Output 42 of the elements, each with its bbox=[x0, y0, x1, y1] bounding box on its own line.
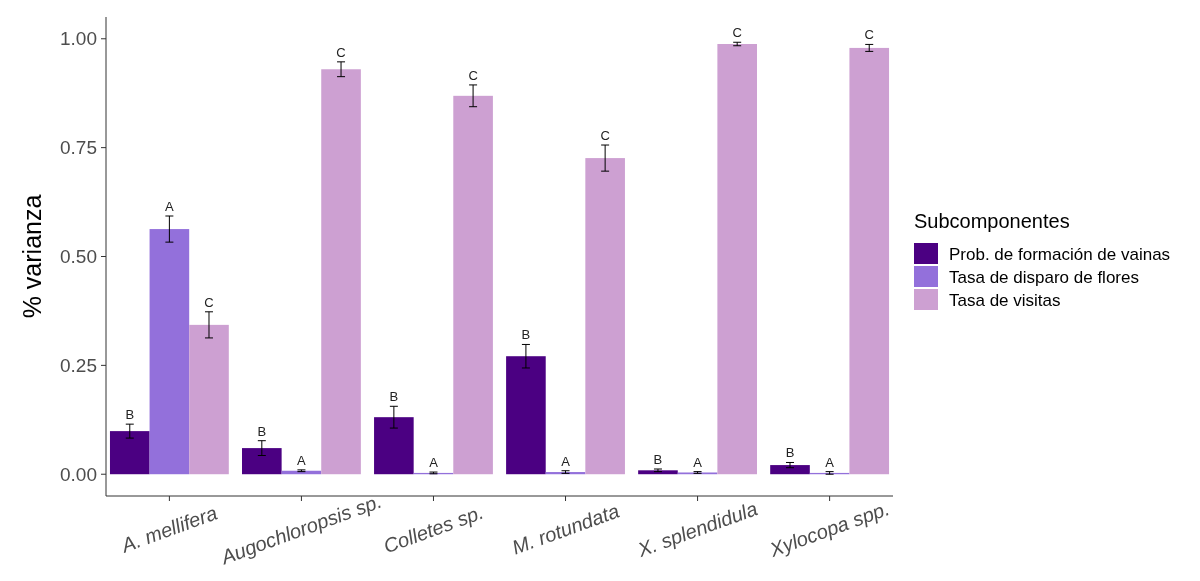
legend-label: Tasa de disparo de flores bbox=[949, 267, 1139, 287]
data-label: A bbox=[429, 455, 439, 471]
bar bbox=[149, 229, 190, 475]
data-label: B bbox=[521, 327, 531, 343]
bar bbox=[189, 324, 229, 475]
data-label: A bbox=[825, 454, 835, 470]
y-axis-title: % varianza bbox=[18, 194, 46, 319]
data-label: C bbox=[732, 25, 742, 41]
y-tick-label: 0.50 bbox=[60, 246, 97, 268]
bar bbox=[717, 44, 757, 475]
bar bbox=[109, 431, 150, 475]
bar bbox=[585, 158, 625, 475]
data-label: B bbox=[653, 452, 663, 467]
data-label: C bbox=[468, 67, 478, 83]
data-label: C bbox=[864, 27, 874, 43]
bar bbox=[638, 470, 678, 475]
data-label: A bbox=[165, 199, 175, 214]
data-label: B bbox=[389, 389, 399, 405]
data-label: C bbox=[204, 294, 214, 310]
bar bbox=[321, 69, 361, 475]
x-tick-label: Colletes sp. bbox=[380, 500, 487, 558]
y-tick-label: 0.75 bbox=[60, 137, 97, 159]
bar bbox=[374, 417, 414, 475]
data-label: A bbox=[693, 454, 703, 470]
data-label: B bbox=[257, 423, 267, 439]
y-tick-label: 0.25 bbox=[60, 355, 97, 377]
bar bbox=[770, 465, 810, 475]
data-label: A bbox=[297, 452, 307, 468]
data-label: A bbox=[561, 453, 571, 469]
y-tick-label: 1.00 bbox=[60, 28, 97, 50]
legend-label: Tasa de visitas bbox=[949, 290, 1061, 310]
bar bbox=[242, 448, 282, 475]
legend-label: Prob. de formación de vainas bbox=[949, 244, 1171, 264]
data-label: C bbox=[336, 44, 346, 60]
legend-title: Subcomponentes bbox=[914, 210, 1070, 232]
bar bbox=[453, 95, 493, 475]
data-label: B bbox=[125, 407, 135, 423]
y-tick-label: 0.00 bbox=[60, 463, 97, 485]
data-label: C bbox=[600, 128, 610, 144]
data-label: B bbox=[785, 445, 795, 461]
bar bbox=[506, 356, 546, 475]
bar bbox=[849, 47, 890, 475]
